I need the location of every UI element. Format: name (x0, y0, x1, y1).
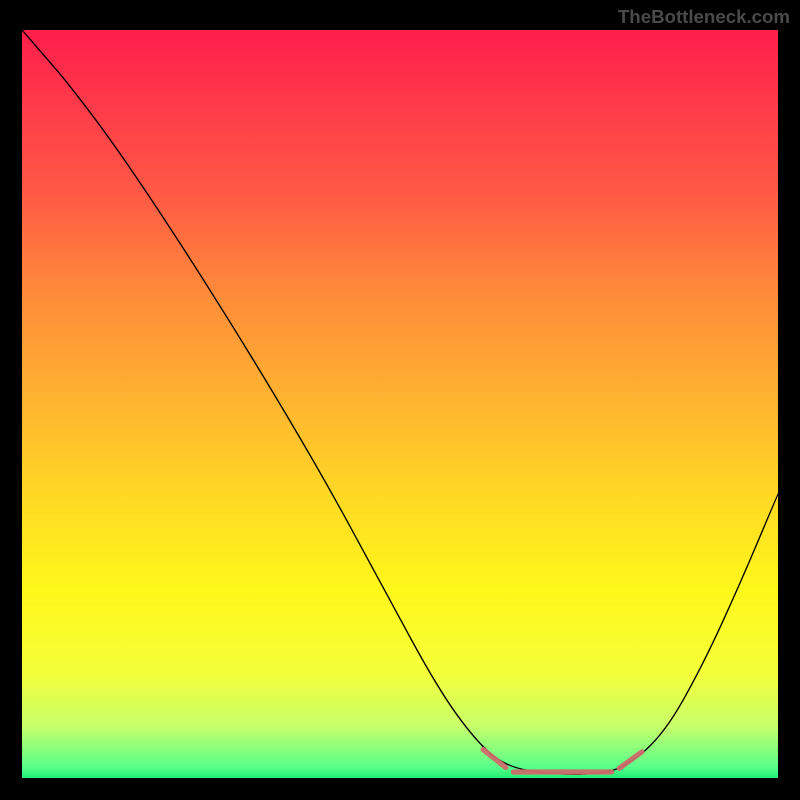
accent-segments (483, 750, 642, 772)
curve-layer (22, 30, 778, 778)
watermark-text: TheBottleneck.com (618, 6, 790, 28)
main-curve (22, 30, 778, 774)
plot-frame (0, 0, 800, 800)
accent-segment (619, 752, 642, 768)
plot-area (22, 30, 778, 778)
chart-root: TheBottleneck.com (0, 0, 800, 800)
accent-segment (483, 750, 506, 768)
